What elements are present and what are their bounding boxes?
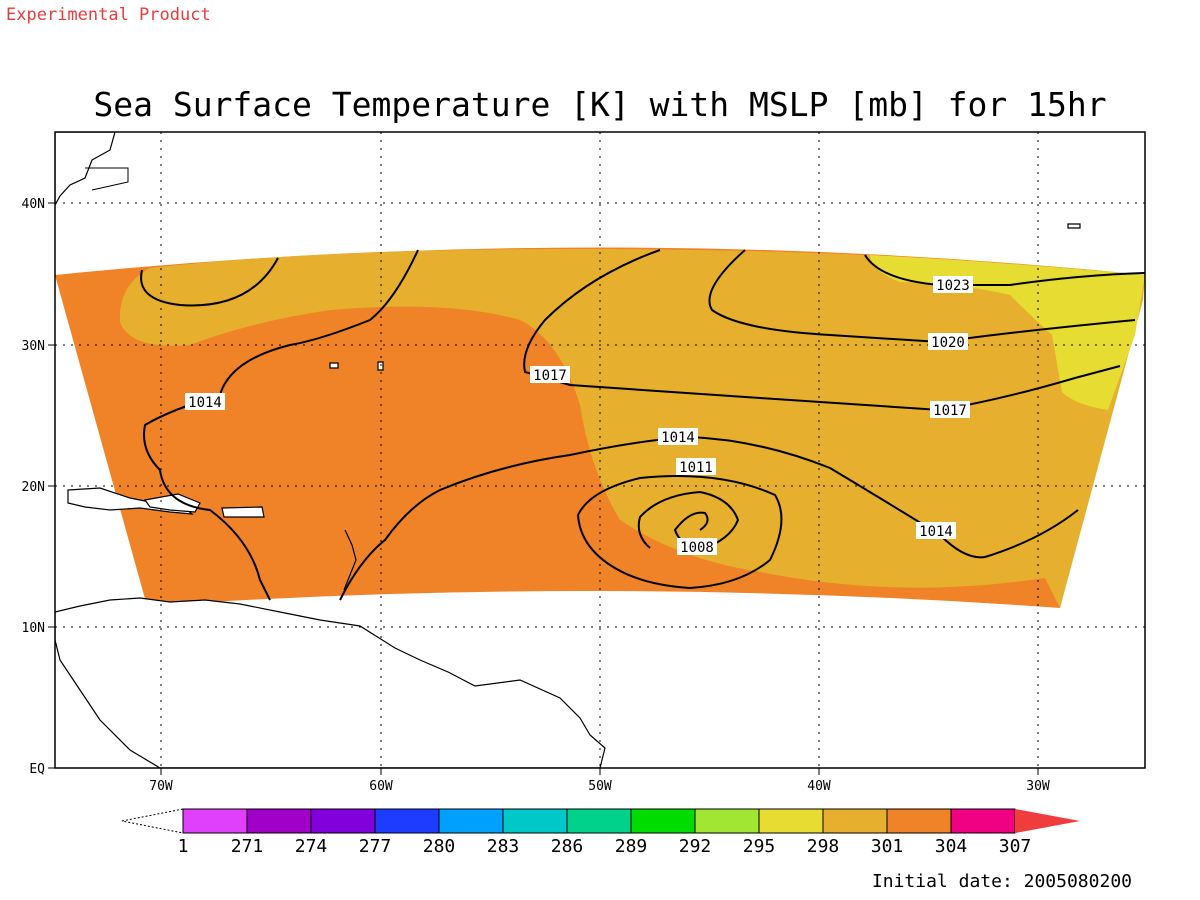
colorbar-label: 280	[423, 836, 456, 857]
colorbar-swatch	[310, 808, 376, 834]
isobar-1017-east	[523, 249, 1121, 412]
colorbar-swatch	[886, 808, 952, 834]
coastlines	[55, 132, 1081, 768]
colorbar-label: 283	[487, 836, 520, 857]
isobar-1020	[708, 249, 1136, 344]
colorbar-swatch	[438, 808, 504, 834]
isobar-label: 1017	[933, 403, 967, 419]
colorbar-label: 277	[359, 836, 392, 857]
colorbar-swatch	[630, 808, 696, 834]
lon-label: 50W	[588, 779, 612, 794]
colorbar-label: 286	[551, 836, 584, 857]
colorbar-label: 271	[231, 836, 264, 857]
colorbar-swatch	[758, 808, 824, 834]
bermuda-island	[329, 362, 339, 369]
map-title: Sea Surface Temperature [K] with MSLP [m…	[93, 85, 1106, 124]
isobar-labels: 1014 1017 1014 1011 1008 1014 1017 1020 …	[185, 276, 973, 556]
isobar-1014-main	[143, 249, 419, 601]
longitude-axis: 70W 60W 50W 40W 30W	[149, 768, 1050, 794]
hispaniola-island	[143, 493, 201, 513]
lon-label: 40W	[807, 779, 831, 794]
isobar-label: 1017	[533, 368, 567, 384]
lesser-antilles	[343, 529, 357, 591]
map-panel: 1014 1017 1014 1011 1008 1014 1017 1020 …	[22, 131, 1146, 794]
colorbar: 1 271 274 277 280 283 286 289 292 295 29…	[121, 808, 1080, 857]
colorbar-swatch	[566, 808, 632, 834]
isobar-1011	[576, 475, 783, 590]
colorbar-labels: 1 271 274 277 280 283 286 289 292 295 29…	[178, 836, 1032, 857]
colorbar-swatch	[502, 808, 568, 834]
isobar-1008	[637, 490, 740, 552]
lat-label: 40N	[22, 197, 45, 212]
puerto-rico-island	[221, 506, 265, 518]
colorbar-swatches	[182, 808, 1016, 834]
lon-label: 70W	[149, 779, 173, 794]
isobar-label: 1008	[680, 540, 714, 556]
lon-label: 30W	[1026, 779, 1050, 794]
colorbar-low-arrow	[121, 808, 184, 834]
isobars	[140, 249, 1145, 601]
lat-label: 30N	[22, 339, 45, 354]
sst-region-298K	[870, 255, 1145, 410]
colorbar-label: 295	[743, 836, 776, 857]
gridlines	[55, 132, 1145, 768]
south-america-coast	[55, 597, 606, 768]
isobar-1017-west	[140, 257, 279, 307]
colorbar-label: 292	[679, 836, 712, 857]
colorbar-swatch	[374, 808, 440, 834]
colorbar-swatch	[694, 808, 760, 834]
us-border	[85, 167, 129, 191]
colorbar-swatch	[182, 808, 248, 834]
lat-label: 20N	[22, 480, 45, 495]
colorbar-swatch	[950, 808, 1016, 834]
colorbar-label: 304	[935, 836, 968, 857]
colorbar-label: 289	[615, 836, 648, 857]
azores-island	[1067, 223, 1081, 229]
isobar-label: 1014	[919, 524, 953, 540]
isobar-label: 1014	[188, 395, 222, 411]
lat-label: EQ	[29, 762, 45, 777]
colorbar-label: 1	[178, 836, 189, 857]
isobar-label: 1023	[936, 278, 970, 294]
colorbar-label: 298	[807, 836, 840, 857]
initial-date-label: Initial date: 2005080200	[872, 871, 1132, 892]
colorbar-swatch	[822, 808, 888, 834]
isobar-label: 1020	[931, 335, 965, 351]
colorbar-label: 301	[871, 836, 904, 857]
experimental-product-label: Experimental Product	[6, 5, 211, 25]
isobar-label: 1014	[661, 430, 695, 446]
lon-label: 60W	[369, 779, 393, 794]
isobar-label: 1011	[679, 460, 713, 476]
colorbar-label: 307	[999, 836, 1032, 857]
colorbar-label: 274	[295, 836, 328, 857]
lat-label: 10N	[22, 621, 45, 636]
colorbar-high-arrow	[1015, 809, 1080, 833]
latitude-axis: 40N 30N 20N 10N EQ	[22, 197, 55, 777]
isobar-1023	[864, 254, 1145, 286]
colorbar-swatch	[246, 808, 312, 834]
